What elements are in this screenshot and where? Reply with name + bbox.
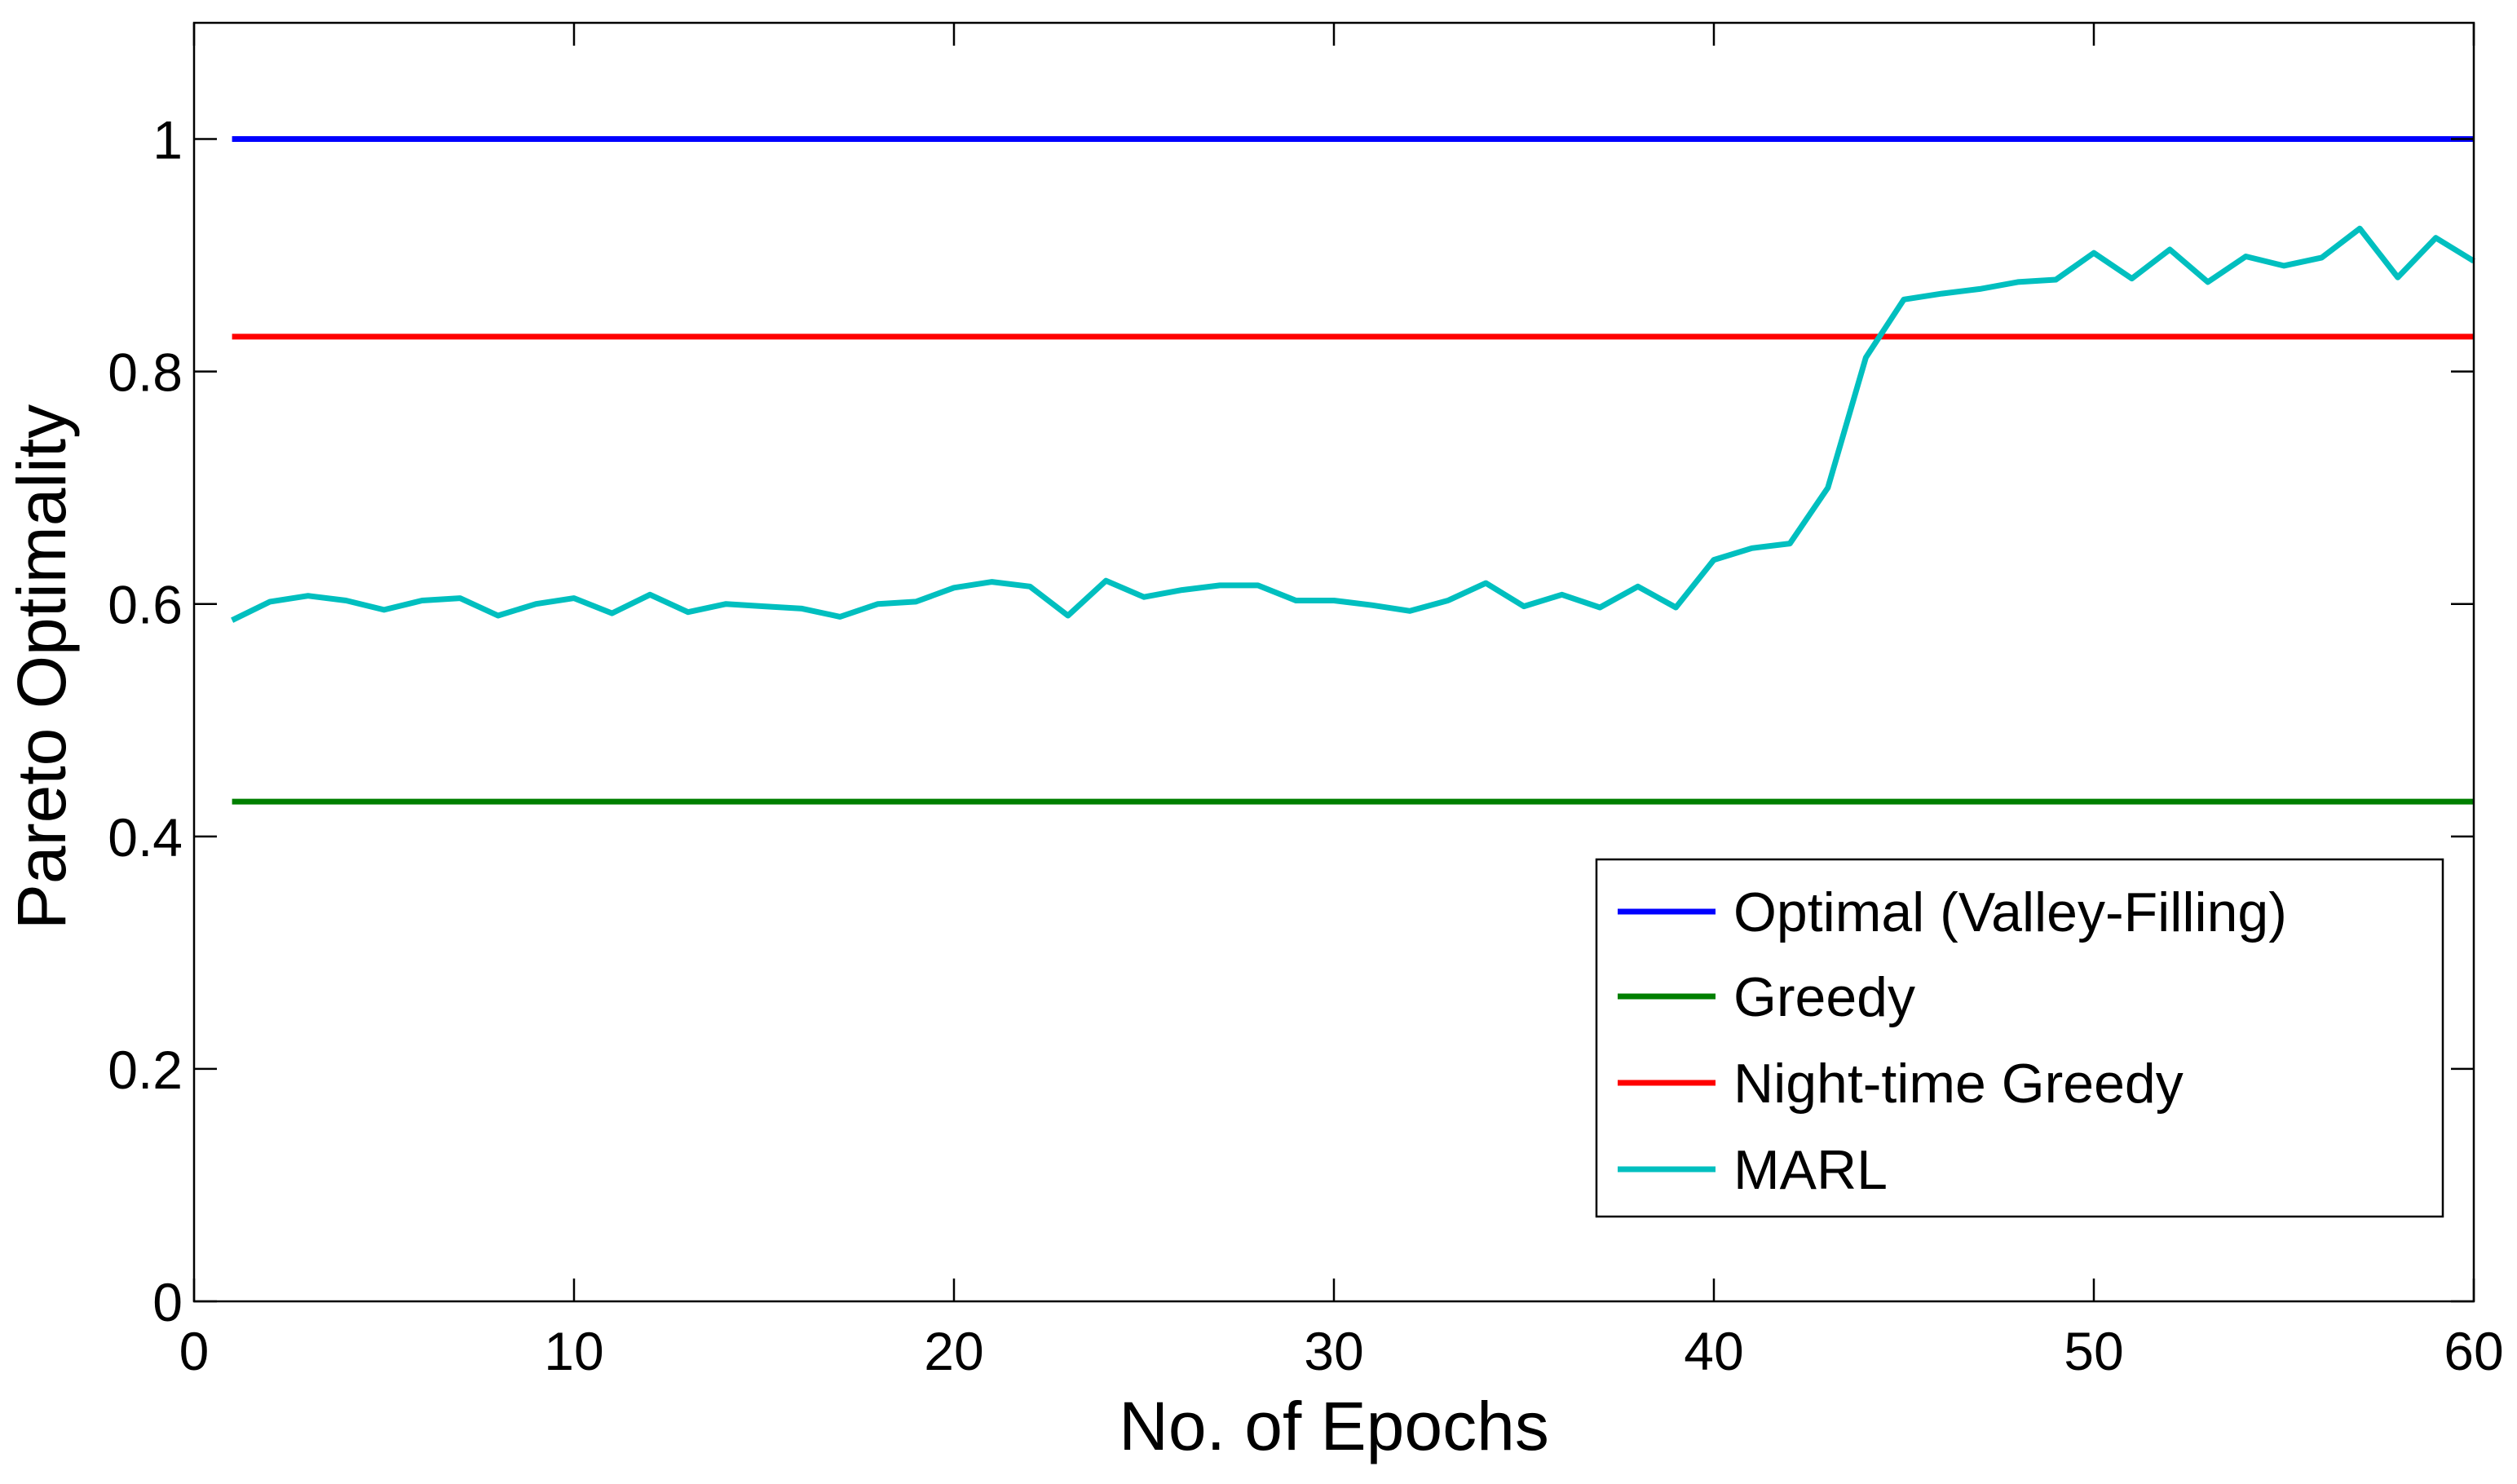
series-line-4 [231, 225, 2475, 623]
x-tick-label: 10 [544, 1321, 603, 1381]
y-tick-label: 0 [152, 1272, 183, 1332]
axes-layer: 0 10 20 30 40 50 60 0 0.2 0.4 0.6 0.8 1 [108, 21, 2504, 1381]
x-tick-label: 40 [1684, 1321, 1743, 1381]
x-tick-label: 0 [179, 1321, 210, 1381]
legend-label-2: Greedy [1733, 966, 1915, 1028]
legend: Optimal (Valley-Filling) Greedy Night-time… [1595, 858, 2444, 1218]
legend-label-1: Optimal (Valley-Filling) [1733, 881, 2287, 943]
legend-box [1595, 858, 2444, 1218]
y-tick-label: 1 [152, 110, 183, 170]
y-tick-label: 0.2 [108, 1040, 183, 1100]
series-layer [231, 136, 2475, 805]
y-tick-label: 0.4 [108, 807, 183, 868]
legend-label-3: Night-time Greedy [1733, 1053, 2184, 1115]
y-axis-label: Pareto Optimality [3, 404, 80, 930]
x-axis-label: No. of Epochs [1119, 1388, 1549, 1464]
x-tick-label: 60 [2444, 1321, 2503, 1381]
x-tick-label: 30 [1304, 1321, 1363, 1381]
x-tick-label: 20 [924, 1321, 983, 1381]
y-tick-label: 0.8 [108, 342, 183, 403]
x-tick-label: 50 [2064, 1321, 2123, 1381]
legend-label-4: MARL [1733, 1139, 1888, 1201]
y-tick-label: 0.6 [108, 575, 183, 635]
